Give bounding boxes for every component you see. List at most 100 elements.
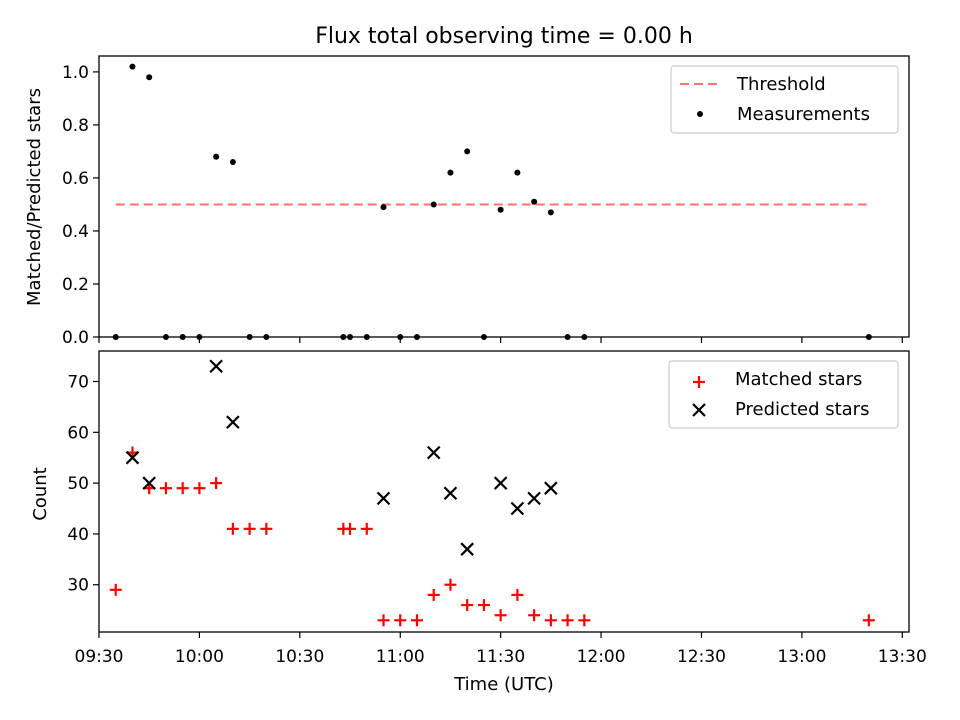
matched-star-point bbox=[226, 522, 239, 535]
measurement-point bbox=[480, 334, 487, 340]
measurement-point bbox=[397, 334, 404, 340]
matched-star-point bbox=[862, 614, 875, 627]
bottom-y-ticks: 30 40 50 60 70 bbox=[67, 372, 99, 596]
matched-star-point bbox=[578, 614, 591, 627]
measurement-point bbox=[363, 334, 370, 340]
measurement-point bbox=[340, 334, 347, 340]
measurement-point bbox=[430, 201, 437, 208]
legend-measurements-label: Measurements bbox=[737, 104, 870, 125]
measurement-point bbox=[229, 159, 236, 166]
top-legend-box bbox=[670, 65, 899, 134]
measurement-point bbox=[213, 153, 220, 160]
matched-star-point bbox=[360, 522, 373, 535]
top-axes-frame bbox=[98, 55, 910, 338]
bottom-panel: 30 40 50 60 70 09:30 10:00 10:30 11:00 11:30 12:0… bbox=[30, 350, 927, 695]
bottom-y-tick-label: 50 bbox=[67, 474, 89, 494]
bottom-legend-box bbox=[668, 360, 899, 429]
measurement-point bbox=[413, 334, 420, 340]
predicted-star-point bbox=[510, 501, 525, 516]
top-y-ticks: 0.0 0.2 0.4 0.6 0.8 1.0 bbox=[62, 63, 99, 348]
bottom-x-tick-label: 10:00 bbox=[175, 647, 224, 667]
top-x-ticks bbox=[98, 337, 903, 343]
bottom-x-tick-label: 13:00 bbox=[777, 647, 826, 667]
bottom-y-axis-label: Count bbox=[30, 467, 51, 520]
legend-measurements-swatch bbox=[697, 111, 703, 117]
bottom-x-tick-label: 09:30 bbox=[75, 647, 124, 667]
bottom-legend: Matched stars Predicted stars bbox=[668, 360, 899, 429]
chart-title: Flux total observing time = 0.00 h bbox=[315, 24, 693, 49]
matched-star-point bbox=[427, 588, 440, 601]
bottom-x-tick-label: 12:00 bbox=[577, 647, 626, 667]
measurement-point bbox=[347, 334, 354, 340]
legend-matched-swatch bbox=[693, 376, 705, 388]
matched-star-point bbox=[461, 599, 474, 612]
matched-star-point bbox=[511, 588, 524, 601]
legend-predicted-label: Predicted stars bbox=[735, 399, 869, 420]
predicted-star-point bbox=[544, 481, 558, 495]
matched-star-point bbox=[377, 614, 390, 627]
top-legend: Threshold Measurements bbox=[670, 65, 899, 134]
measurement-point bbox=[129, 63, 136, 70]
predicted-star-point bbox=[226, 415, 240, 429]
bottom-x-tick-label: 11:00 bbox=[376, 647, 425, 667]
measurement-point bbox=[447, 169, 454, 176]
top-y-tick-label: 0.6 bbox=[62, 169, 89, 189]
measurement-point bbox=[162, 334, 169, 340]
measurement-point bbox=[112, 334, 119, 340]
top-panel: 0.0 0.2 0.4 0.6 0.8 1.0 Matched/Predicted sta… bbox=[24, 55, 910, 348]
measurement-point bbox=[179, 334, 186, 340]
measurement-point bbox=[547, 209, 554, 216]
bottom-x-tick-label: 10:30 bbox=[275, 647, 324, 667]
measurement-point bbox=[865, 334, 872, 340]
legend-threshold-label: Threshold bbox=[736, 74, 826, 95]
measurement-point bbox=[380, 204, 387, 211]
measurement-point bbox=[263, 334, 270, 340]
predicted-star-point bbox=[460, 542, 474, 556]
bottom-x-tick-label: 11:30 bbox=[476, 647, 525, 667]
bottom-y-tick-label: 30 bbox=[67, 576, 89, 596]
bottom-x-tick-label: 12:30 bbox=[677, 647, 726, 667]
matched-star-point bbox=[159, 482, 172, 495]
bottom-y-tick-label: 40 bbox=[67, 525, 89, 545]
predicted-star-point bbox=[426, 445, 441, 460]
count-points bbox=[109, 359, 875, 627]
matched-star-point bbox=[477, 599, 490, 612]
matched-star-point bbox=[109, 583, 122, 596]
predicted-star-point bbox=[125, 450, 140, 465]
matched-star-point bbox=[260, 522, 273, 535]
measurement-point bbox=[196, 334, 203, 340]
measurement-point bbox=[581, 334, 588, 340]
matched-star-point bbox=[210, 477, 223, 490]
predicted-star-point bbox=[376, 491, 391, 506]
top-y-tick-label: 0.8 bbox=[62, 116, 89, 136]
predicted-star-point bbox=[209, 359, 223, 374]
matched-star-point bbox=[544, 614, 557, 627]
legend-predicted-swatch bbox=[692, 403, 706, 417]
matched-star-point bbox=[243, 522, 256, 535]
predicted-star-point bbox=[527, 491, 541, 506]
measurement-points bbox=[112, 63, 872, 340]
matched-star-point bbox=[494, 609, 507, 622]
matched-star-point bbox=[561, 614, 574, 627]
measurement-point bbox=[514, 169, 521, 176]
top-y-tick-label: 1.0 bbox=[62, 63, 89, 83]
bottom-x-ticks: 09:30 10:00 10:30 11:00 11:30 12:00 12:30 13:00… bbox=[75, 632, 927, 667]
bottom-x-tick-label: 13:30 bbox=[878, 647, 927, 667]
bottom-y-tick-label: 60 bbox=[67, 423, 89, 443]
matched-star-point bbox=[193, 482, 206, 495]
x-axis-label: Time (UTC) bbox=[453, 674, 554, 695]
legend-matched-label: Matched stars bbox=[735, 369, 862, 390]
top-y-tick-label: 0.0 bbox=[62, 328, 89, 348]
measurement-point bbox=[146, 74, 153, 81]
bottom-axes-frame bbox=[98, 350, 910, 633]
measurement-point bbox=[564, 334, 571, 340]
top-y-tick-label: 0.4 bbox=[62, 222, 89, 242]
matched-star-point bbox=[176, 482, 189, 495]
predicted-star-point bbox=[443, 486, 458, 501]
measurement-point bbox=[464, 148, 471, 155]
top-y-tick-label: 0.2 bbox=[62, 275, 89, 295]
matched-star-point bbox=[394, 614, 407, 627]
measurement-point bbox=[246, 334, 253, 340]
predicted-star-point bbox=[493, 476, 508, 490]
